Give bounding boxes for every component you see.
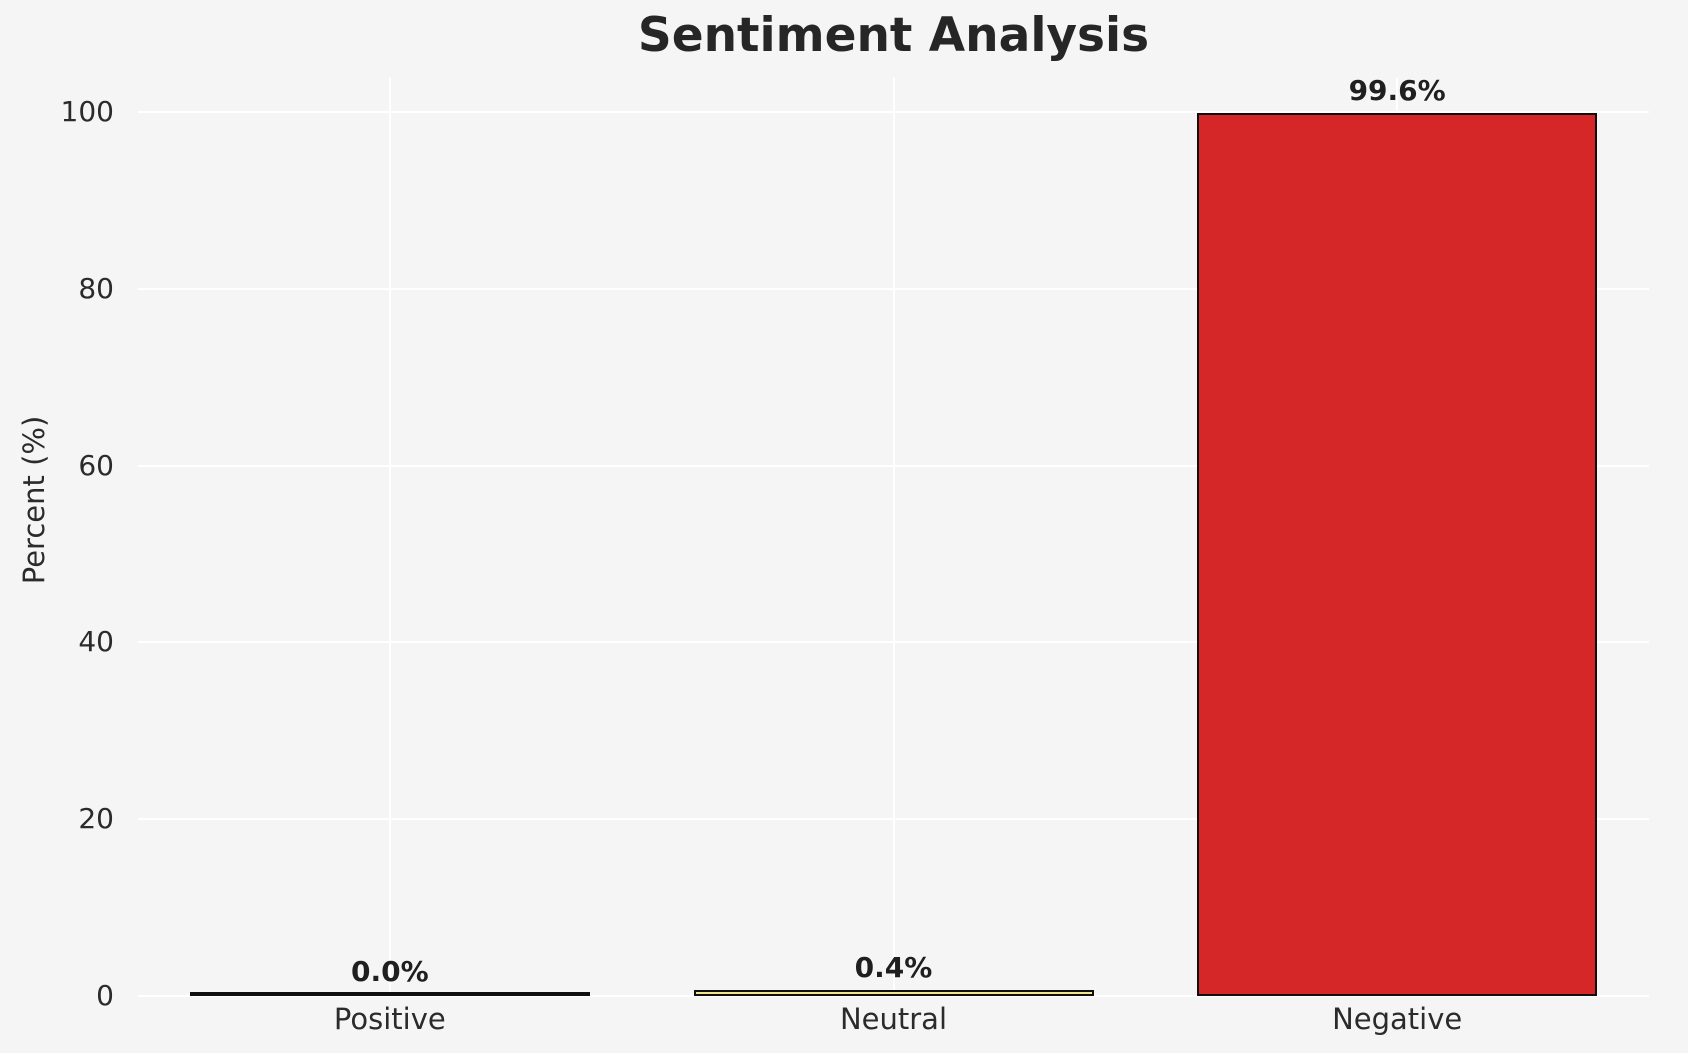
x-tick-label-negative: Negative	[1332, 1002, 1463, 1036]
y-tick-label: 80	[78, 271, 114, 305]
bar-negative	[1197, 113, 1597, 996]
x-tick-label-neutral: Neutral	[839, 1002, 948, 1036]
bar-positive	[190, 992, 590, 996]
y-axis-label: Percent (%)	[17, 415, 51, 585]
bar-value-label: 99.6%	[1348, 74, 1446, 108]
y-tick-label: 100	[60, 95, 114, 128]
bar-value-label: 0.4%	[854, 950, 933, 984]
x-gridline	[892, 78, 895, 996]
y-tick-label: 20	[78, 802, 114, 836]
chart-title: Sentiment Analysis	[637, 8, 1150, 63]
y-gridline	[138, 995, 1649, 997]
plot-area: 0.0% 0.4% 99.6%	[138, 74, 1649, 997]
bar-value-label: 0.0%	[351, 954, 429, 988]
x-tick-label-positive: Positive	[333, 1002, 446, 1036]
bar-neutral	[694, 989, 1094, 996]
y-tick-label: 40	[78, 625, 114, 659]
y-tick-label: 60	[78, 448, 114, 482]
x-gridline	[388, 78, 391, 996]
y-tick-label: 0	[96, 979, 114, 1012]
